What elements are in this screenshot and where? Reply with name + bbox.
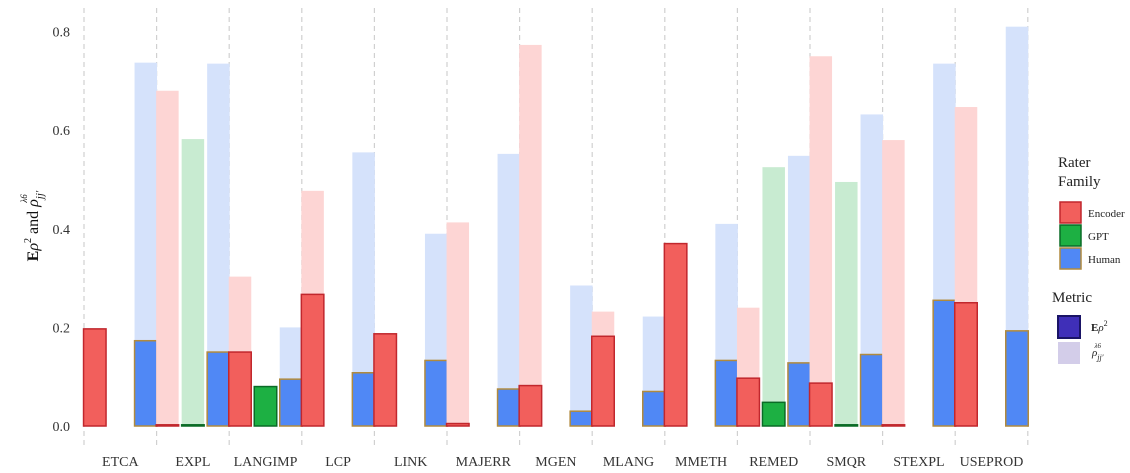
bars-layer bbox=[82, 26, 1029, 427]
bar-rho-encoder-majerr bbox=[446, 222, 470, 426]
bar-erho2-human-smqr bbox=[859, 353, 884, 427]
bar-erho2-gpt-smqr bbox=[834, 424, 859, 427]
bar-erho2-encoder-mmeth bbox=[663, 242, 688, 427]
y-axis-label: Eρ2 and ρjj′λ6 bbox=[19, 190, 46, 261]
bar-erho2-human-stexpl bbox=[932, 299, 957, 427]
bar-erho2-encoder-useprod bbox=[954, 302, 978, 427]
bar-rho-gpt-remed bbox=[762, 167, 785, 427]
legend-swatch-human bbox=[1059, 247, 1082, 270]
legend-title-rater-family: Rater bbox=[1058, 155, 1090, 171]
y-axis: 0.0 0.2 0.4 0.6 0.8 bbox=[53, 26, 71, 435]
bar-erho2-human-expl bbox=[206, 351, 231, 427]
bar-rho-human-lcp bbox=[352, 152, 375, 426]
bar-rho-human-mgen bbox=[570, 285, 593, 426]
x-tick-label-link: LINK bbox=[394, 455, 427, 468]
legend-label-encoder: Encoder bbox=[1088, 208, 1125, 220]
bar-erho2-gpt-expl bbox=[180, 424, 205, 427]
y-tick-label: 0.0 bbox=[53, 420, 71, 435]
y-tick-label: 0.4 bbox=[53, 223, 71, 238]
legend-swatch-encoder bbox=[1059, 201, 1082, 224]
bar-rho-human-majerr bbox=[497, 153, 521, 426]
bar-erho2-encoder-mgen bbox=[518, 384, 543, 427]
bar-rho-human-expl bbox=[207, 63, 230, 427]
x-tick-label-majerr: MAJERR bbox=[456, 455, 512, 468]
legend-swatch-gpt bbox=[1059, 224, 1082, 247]
bar-erho2-encoder-expl bbox=[155, 424, 180, 427]
bar-rho-human-useprod bbox=[1005, 26, 1029, 426]
bar-erho2-encoder-stexpl bbox=[881, 424, 906, 427]
bar-erho2-encoder-majerr bbox=[445, 422, 470, 427]
bar-rho-gpt-smqr bbox=[835, 181, 858, 426]
x-tick-label-remed: REMED bbox=[749, 455, 798, 468]
bar-erho2-encoder-mlang bbox=[591, 335, 615, 427]
legend: Rater Family Encoder GPT Human Metric Eρ2 ρjj′λ… bbox=[1052, 155, 1125, 364]
x-tick-label-stexpl: STEXPL bbox=[893, 455, 944, 468]
bar-erho2-encoder-link bbox=[373, 333, 398, 427]
y-tick-label: 0.6 bbox=[53, 124, 71, 139]
bar-erho2-human-etca bbox=[133, 339, 158, 427]
bar-erho2-gpt-langimp bbox=[253, 385, 278, 427]
bar-erho2-human-link bbox=[424, 359, 449, 427]
bar-rho-encoder-expl bbox=[156, 90, 179, 426]
x-tick-label-langimp: LANGIMP bbox=[234, 455, 298, 468]
bar-rho-human-etca bbox=[134, 62, 158, 427]
y-tick-label: 0.2 bbox=[53, 321, 71, 336]
y-tick-label: 0.8 bbox=[53, 26, 71, 41]
bar-erho2-human-remed bbox=[787, 362, 812, 427]
bar-erho2-encoder-remed bbox=[736, 377, 761, 427]
bar-erho2-human-lcp bbox=[351, 372, 376, 427]
bar-erho2-encoder-langimp bbox=[228, 351, 252, 427]
legend-label-gpt: GPT bbox=[1088, 231, 1109, 243]
x-tick-label-etca: ETCA bbox=[102, 455, 139, 468]
legend-title-rater-family: Family bbox=[1058, 174, 1101, 190]
x-tick-label-smqr: SMQR bbox=[826, 455, 866, 468]
x-tick-label-useprod: USEPROD bbox=[960, 455, 1024, 468]
legend-label-human: Human bbox=[1088, 254, 1121, 266]
legend-label-rho: ρjj′λ6 bbox=[1091, 342, 1104, 362]
bar-rho-encoder-mgen bbox=[519, 44, 542, 426]
legend-title-metric: Metric bbox=[1052, 290, 1092, 306]
bar-erho2-encoder-lcp bbox=[300, 293, 325, 427]
x-tick-label-expl: EXPL bbox=[175, 455, 210, 468]
legend-swatch-rho bbox=[1058, 342, 1080, 364]
bar-rho-human-smqr bbox=[860, 114, 884, 426]
bar-erho2-human-langimp bbox=[279, 378, 303, 427]
bar-erho2-human-mgen bbox=[569, 410, 594, 427]
bar-rho-human-remed bbox=[787, 155, 811, 426]
bar-erho2-human-mlang bbox=[642, 390, 666, 427]
bar-erho2-human-majerr bbox=[496, 388, 521, 427]
legend-label-erho2: Eρ2 bbox=[1091, 319, 1108, 334]
x-tick-label-mlang: MLANG bbox=[603, 455, 654, 468]
x-tick-label-lcp: LCP bbox=[325, 455, 351, 468]
bar-rho-gpt-expl bbox=[181, 139, 205, 426]
bar-erho2-gpt-remed bbox=[761, 401, 786, 427]
bar-rho-encoder-smqr bbox=[809, 56, 833, 426]
bar-erho2-encoder-etca bbox=[82, 328, 107, 427]
y-axis-title: Eρ2 and ρjj′λ6 bbox=[19, 190, 46, 261]
bar-erho2-human-mmeth bbox=[714, 359, 739, 427]
bar-rho-encoder-stexpl bbox=[882, 140, 905, 426]
x-tick-label-mgen: MGEN bbox=[535, 455, 576, 468]
x-axis: ETCA EXPL LANGIMP LCP LINK MAJERR MGEN MLANG MME… bbox=[102, 455, 1024, 470]
x-tick-label-mmeth: MMETH bbox=[675, 455, 727, 468]
bar-erho2-human-useprod bbox=[1005, 330, 1029, 427]
legend-swatch-erho2 bbox=[1057, 315, 1081, 339]
bar-erho2-encoder-smqr bbox=[808, 382, 833, 427]
